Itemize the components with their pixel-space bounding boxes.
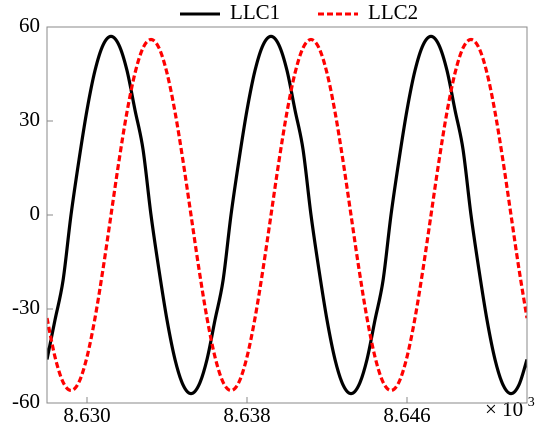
x-multiplier-base: × 10 <box>485 397 523 421</box>
y-tick-label: 30 <box>19 107 40 131</box>
legend-label: LLC2 <box>368 0 418 24</box>
x-tick-label: 8.638 <box>223 403 270 427</box>
x-tick-label: 8.630 <box>63 403 110 427</box>
y-tick-label: 0 <box>30 201 41 225</box>
y-tick-label: 60 <box>19 13 40 37</box>
plot-frame <box>46 26 528 404</box>
series-line <box>47 37 527 393</box>
series-line <box>47 34 527 396</box>
x-multiplier-exponent: -3 <box>523 395 535 410</box>
x-tick-label: 8.646 <box>383 403 430 427</box>
y-tick-label: -60 <box>12 389 40 413</box>
legend-label: LLC1 <box>230 0 280 24</box>
y-tick-label: -30 <box>12 295 40 319</box>
x-multiplier: × 10-3 <box>485 395 535 421</box>
